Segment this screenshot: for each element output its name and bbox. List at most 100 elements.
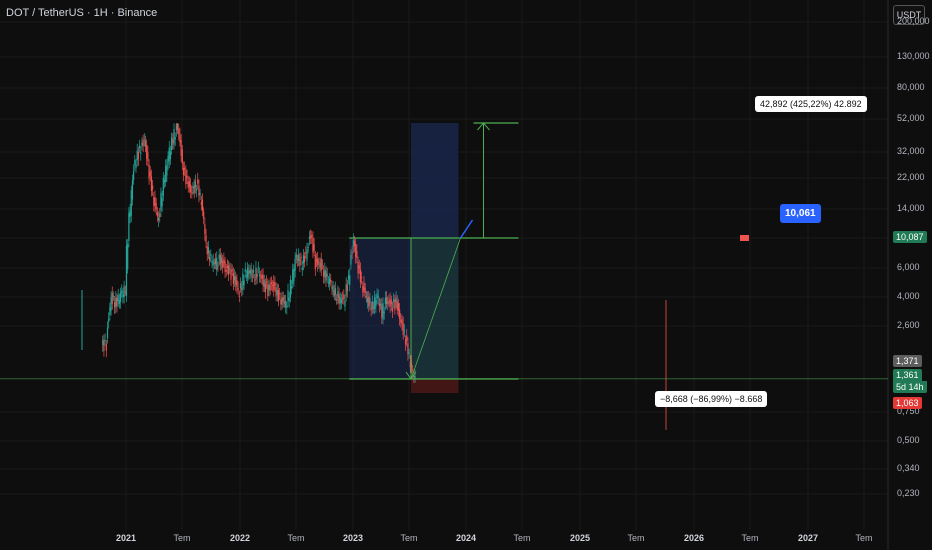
long-measure-label[interactable]: 42,892 (425,22%) 42.892 — [755, 96, 867, 112]
candle-body — [250, 268, 252, 276]
candle-body — [300, 256, 302, 259]
candle-body — [287, 290, 289, 301]
candle-body — [141, 142, 143, 146]
candle-body — [225, 270, 227, 272]
candle-body — [140, 152, 142, 155]
candle-body — [209, 256, 211, 261]
candle-body — [200, 201, 202, 205]
candle-body — [121, 290, 123, 294]
candle-body — [154, 197, 156, 206]
candle-body — [173, 129, 175, 145]
candle-body — [368, 296, 370, 307]
chart-grid — [0, 0, 889, 550]
candle-body — [210, 253, 212, 256]
candle-body — [214, 259, 217, 265]
candle-body — [207, 247, 210, 254]
current-price-badge: 10,087 — [893, 231, 927, 243]
arrow-up-icon — [477, 122, 490, 131]
candle-body — [108, 318, 110, 322]
candle-body — [333, 290, 335, 296]
candle-body — [276, 290, 278, 295]
stop-box — [411, 379, 459, 393]
candle-body — [325, 270, 327, 281]
candle-body — [381, 304, 383, 318]
short-measure-label[interactable]: −8,668 (−86,99%) −8.668 — [655, 391, 768, 407]
candle-body — [312, 237, 314, 253]
candle-body — [277, 289, 280, 302]
candle-body — [122, 294, 124, 298]
candle-body — [102, 339, 104, 346]
candle-body — [226, 266, 229, 268]
candle-body — [191, 191, 193, 194]
candle-body — [355, 244, 357, 257]
candle-body — [376, 293, 378, 299]
candle-body — [343, 294, 345, 299]
candle-body — [282, 296, 284, 302]
time-tick-label: Tem — [173, 533, 191, 543]
candle-body — [193, 185, 195, 194]
candlestick-series — [81, 123, 667, 430]
candle-body — [124, 291, 126, 293]
time-tick-label: 2021 — [115, 533, 137, 543]
candle-body — [407, 343, 409, 355]
candle-body — [252, 270, 255, 273]
candle-body — [292, 269, 294, 284]
candle-body — [178, 128, 180, 135]
candle-body — [199, 192, 201, 195]
candle-body — [142, 140, 144, 147]
candle-body — [313, 244, 315, 251]
candle-body — [353, 241, 356, 247]
candle-countdown-badge: 5d 14h — [893, 381, 927, 393]
candle-body — [361, 276, 363, 278]
candle-body — [339, 297, 341, 304]
candle-body — [245, 275, 248, 277]
candle-body — [165, 166, 167, 182]
candle-body — [414, 376, 416, 379]
candle-body — [137, 152, 139, 160]
candle-body — [203, 211, 205, 219]
candle-body — [111, 293, 113, 304]
candle-body — [247, 267, 249, 278]
candle-body — [249, 270, 251, 273]
candle-body — [162, 177, 164, 197]
price-tick-label: 2,600 — [897, 320, 920, 330]
candle-body — [258, 274, 261, 277]
range-box — [349, 238, 411, 379]
candle-body — [324, 269, 326, 278]
candle-body — [219, 254, 221, 265]
candle-body — [403, 330, 405, 332]
candle-body — [269, 284, 271, 291]
candle-body — [232, 273, 234, 284]
candle-body — [390, 300, 392, 305]
candle-body — [408, 352, 410, 354]
time-tick-label: Tem — [741, 533, 759, 543]
candle-body — [377, 296, 379, 298]
candle-body — [273, 281, 275, 291]
time-tick-label: 2026 — [683, 533, 705, 543]
candle-body — [288, 297, 290, 302]
candle-body — [153, 197, 155, 206]
candle-body — [281, 297, 283, 306]
candle-body — [223, 259, 225, 264]
target-pointer — [459, 219, 474, 239]
candle-body — [138, 145, 141, 148]
candle-body — [296, 258, 299, 261]
currency-unit-button[interactable]: USDT — [893, 5, 925, 25]
candle-body — [402, 323, 404, 335]
candle-body — [156, 212, 158, 217]
candle-body — [152, 185, 154, 190]
candle-body — [328, 277, 331, 284]
candle-body — [330, 279, 332, 282]
candle-body — [114, 302, 116, 308]
candle-body — [370, 308, 372, 311]
candle-body — [180, 140, 182, 156]
candle-body — [311, 234, 313, 238]
candle-body — [123, 285, 125, 298]
target-price-label[interactable]: 10,061 — [780, 204, 821, 223]
time-tick-label: Tem — [627, 533, 645, 543]
candle-body — [340, 299, 343, 303]
price-level-badge-low: 1,063 — [893, 397, 922, 409]
candle-body — [220, 257, 223, 263]
marker-icon — [740, 235, 749, 241]
